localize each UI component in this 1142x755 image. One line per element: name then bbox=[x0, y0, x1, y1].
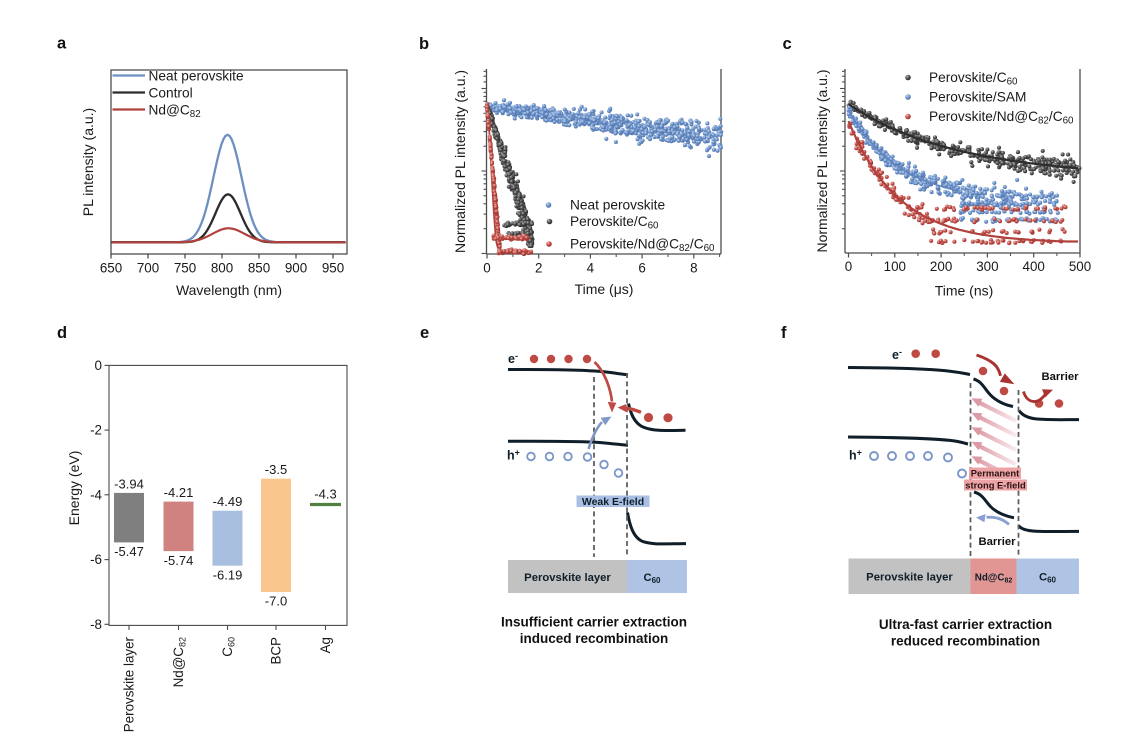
svg-text:6: 6 bbox=[638, 261, 645, 276]
svg-text:2: 2 bbox=[535, 261, 542, 276]
svg-text:Weak E-field: Weak E-field bbox=[582, 496, 644, 508]
svg-text:Nd@C82: Nd@C82 bbox=[149, 102, 201, 120]
svg-text:Perovskite layer: Perovskite layer bbox=[524, 572, 611, 584]
svg-text:Barrier: Barrier bbox=[1041, 371, 1079, 383]
svg-text:b: b bbox=[419, 35, 429, 53]
svg-text:Normalized PL intensity (a.u.): Normalized PL intensity (a.u.) bbox=[452, 70, 468, 253]
svg-text:4: 4 bbox=[587, 261, 595, 276]
svg-text:f: f bbox=[781, 324, 787, 342]
svg-text:900: 900 bbox=[285, 261, 307, 276]
svg-text:Perovskite/C60: Perovskite/C60 bbox=[570, 214, 659, 232]
svg-text:C60: C60 bbox=[644, 572, 662, 585]
svg-text:-7.0: -7.0 bbox=[265, 594, 287, 609]
svg-text:-4.49: -4.49 bbox=[213, 494, 243, 509]
svg-text:750: 750 bbox=[174, 261, 196, 276]
svg-text:Time (ns): Time (ns) bbox=[935, 283, 994, 299]
svg-text:Ultra-fast carrier extraction: Ultra-fast carrier extraction bbox=[879, 617, 1052, 632]
svg-text:-2: -2 bbox=[90, 423, 102, 438]
svg-text:Nd@C82: Nd@C82 bbox=[171, 637, 188, 687]
svg-text:Perovskite/Nd@C82/C60: Perovskite/Nd@C82/C60 bbox=[929, 109, 1074, 127]
svg-text:100: 100 bbox=[884, 259, 906, 274]
svg-text:Perovskite/SAM: Perovskite/SAM bbox=[929, 90, 1026, 105]
svg-text:Barrier: Barrier bbox=[978, 536, 1016, 548]
svg-text:Wavelength (nm): Wavelength (nm) bbox=[176, 282, 282, 298]
svg-text:200: 200 bbox=[930, 259, 952, 274]
svg-text:-8: -8 bbox=[90, 617, 102, 632]
svg-text:e-: e- bbox=[892, 347, 902, 362]
svg-text:400: 400 bbox=[1023, 259, 1045, 274]
svg-text:Insufficient carrier extractio: Insufficient carrier extraction bbox=[501, 615, 687, 630]
svg-text:C60: C60 bbox=[1039, 572, 1057, 585]
svg-text:700: 700 bbox=[137, 261, 159, 276]
svg-text:e: e bbox=[420, 324, 429, 342]
svg-text:-6.19: -6.19 bbox=[213, 568, 243, 583]
svg-text:Perovskite/Nd@C82/C60: Perovskite/Nd@C82/C60 bbox=[570, 237, 715, 255]
svg-text:-6: -6 bbox=[90, 552, 102, 567]
svg-text:Perovskite/C60: Perovskite/C60 bbox=[929, 70, 1018, 88]
svg-text:-4.21: -4.21 bbox=[164, 485, 194, 500]
svg-text:800: 800 bbox=[211, 261, 233, 276]
svg-text:c: c bbox=[783, 35, 792, 53]
svg-text:Permanent: Permanent bbox=[971, 468, 1019, 479]
svg-text:strong E-field: strong E-field bbox=[965, 480, 1026, 491]
svg-text:0: 0 bbox=[95, 358, 102, 373]
svg-text:-4: -4 bbox=[90, 487, 102, 502]
svg-text:-3.94: -3.94 bbox=[114, 476, 144, 491]
svg-text:-5.74: -5.74 bbox=[164, 553, 194, 568]
svg-text:Neat perovskite: Neat perovskite bbox=[149, 68, 244, 83]
svg-text:850: 850 bbox=[248, 261, 270, 276]
svg-text:-5.47: -5.47 bbox=[114, 544, 144, 559]
svg-text:0: 0 bbox=[845, 259, 852, 274]
svg-text:650: 650 bbox=[100, 261, 122, 276]
svg-text:PL intensity (a.u.): PL intensity (a.u.) bbox=[80, 108, 96, 216]
svg-text:Control: Control bbox=[149, 85, 193, 100]
svg-text:Ag: Ag bbox=[318, 637, 333, 653]
svg-text:Neat perovskite: Neat perovskite bbox=[570, 198, 665, 213]
svg-text:Perovskite layer: Perovskite layer bbox=[866, 572, 953, 584]
svg-text:induced recombination: induced recombination bbox=[520, 631, 669, 646]
svg-text:Energy (eV): Energy (eV) bbox=[66, 451, 82, 526]
svg-text:-4.3: -4.3 bbox=[314, 487, 336, 502]
svg-text:-3.5: -3.5 bbox=[265, 462, 287, 477]
svg-text:BCP: BCP bbox=[268, 637, 283, 665]
svg-text:8: 8 bbox=[690, 261, 697, 276]
svg-text:reduced recombination: reduced recombination bbox=[891, 634, 1040, 649]
svg-text:d: d bbox=[57, 324, 67, 342]
svg-text:950: 950 bbox=[322, 261, 344, 276]
svg-text:a: a bbox=[57, 35, 67, 53]
svg-text:Perovskite layer: Perovskite layer bbox=[121, 636, 136, 732]
svg-text:Normalized PL intensity (a.u.): Normalized PL intensity (a.u.) bbox=[814, 69, 830, 252]
svg-text:Time (μs): Time (μs) bbox=[575, 281, 634, 297]
svg-text:e-: e- bbox=[508, 351, 518, 366]
svg-text:500: 500 bbox=[1069, 259, 1091, 274]
svg-text:0: 0 bbox=[483, 261, 490, 276]
svg-text:Nd@C82: Nd@C82 bbox=[975, 573, 1013, 585]
svg-text:300: 300 bbox=[976, 259, 998, 274]
